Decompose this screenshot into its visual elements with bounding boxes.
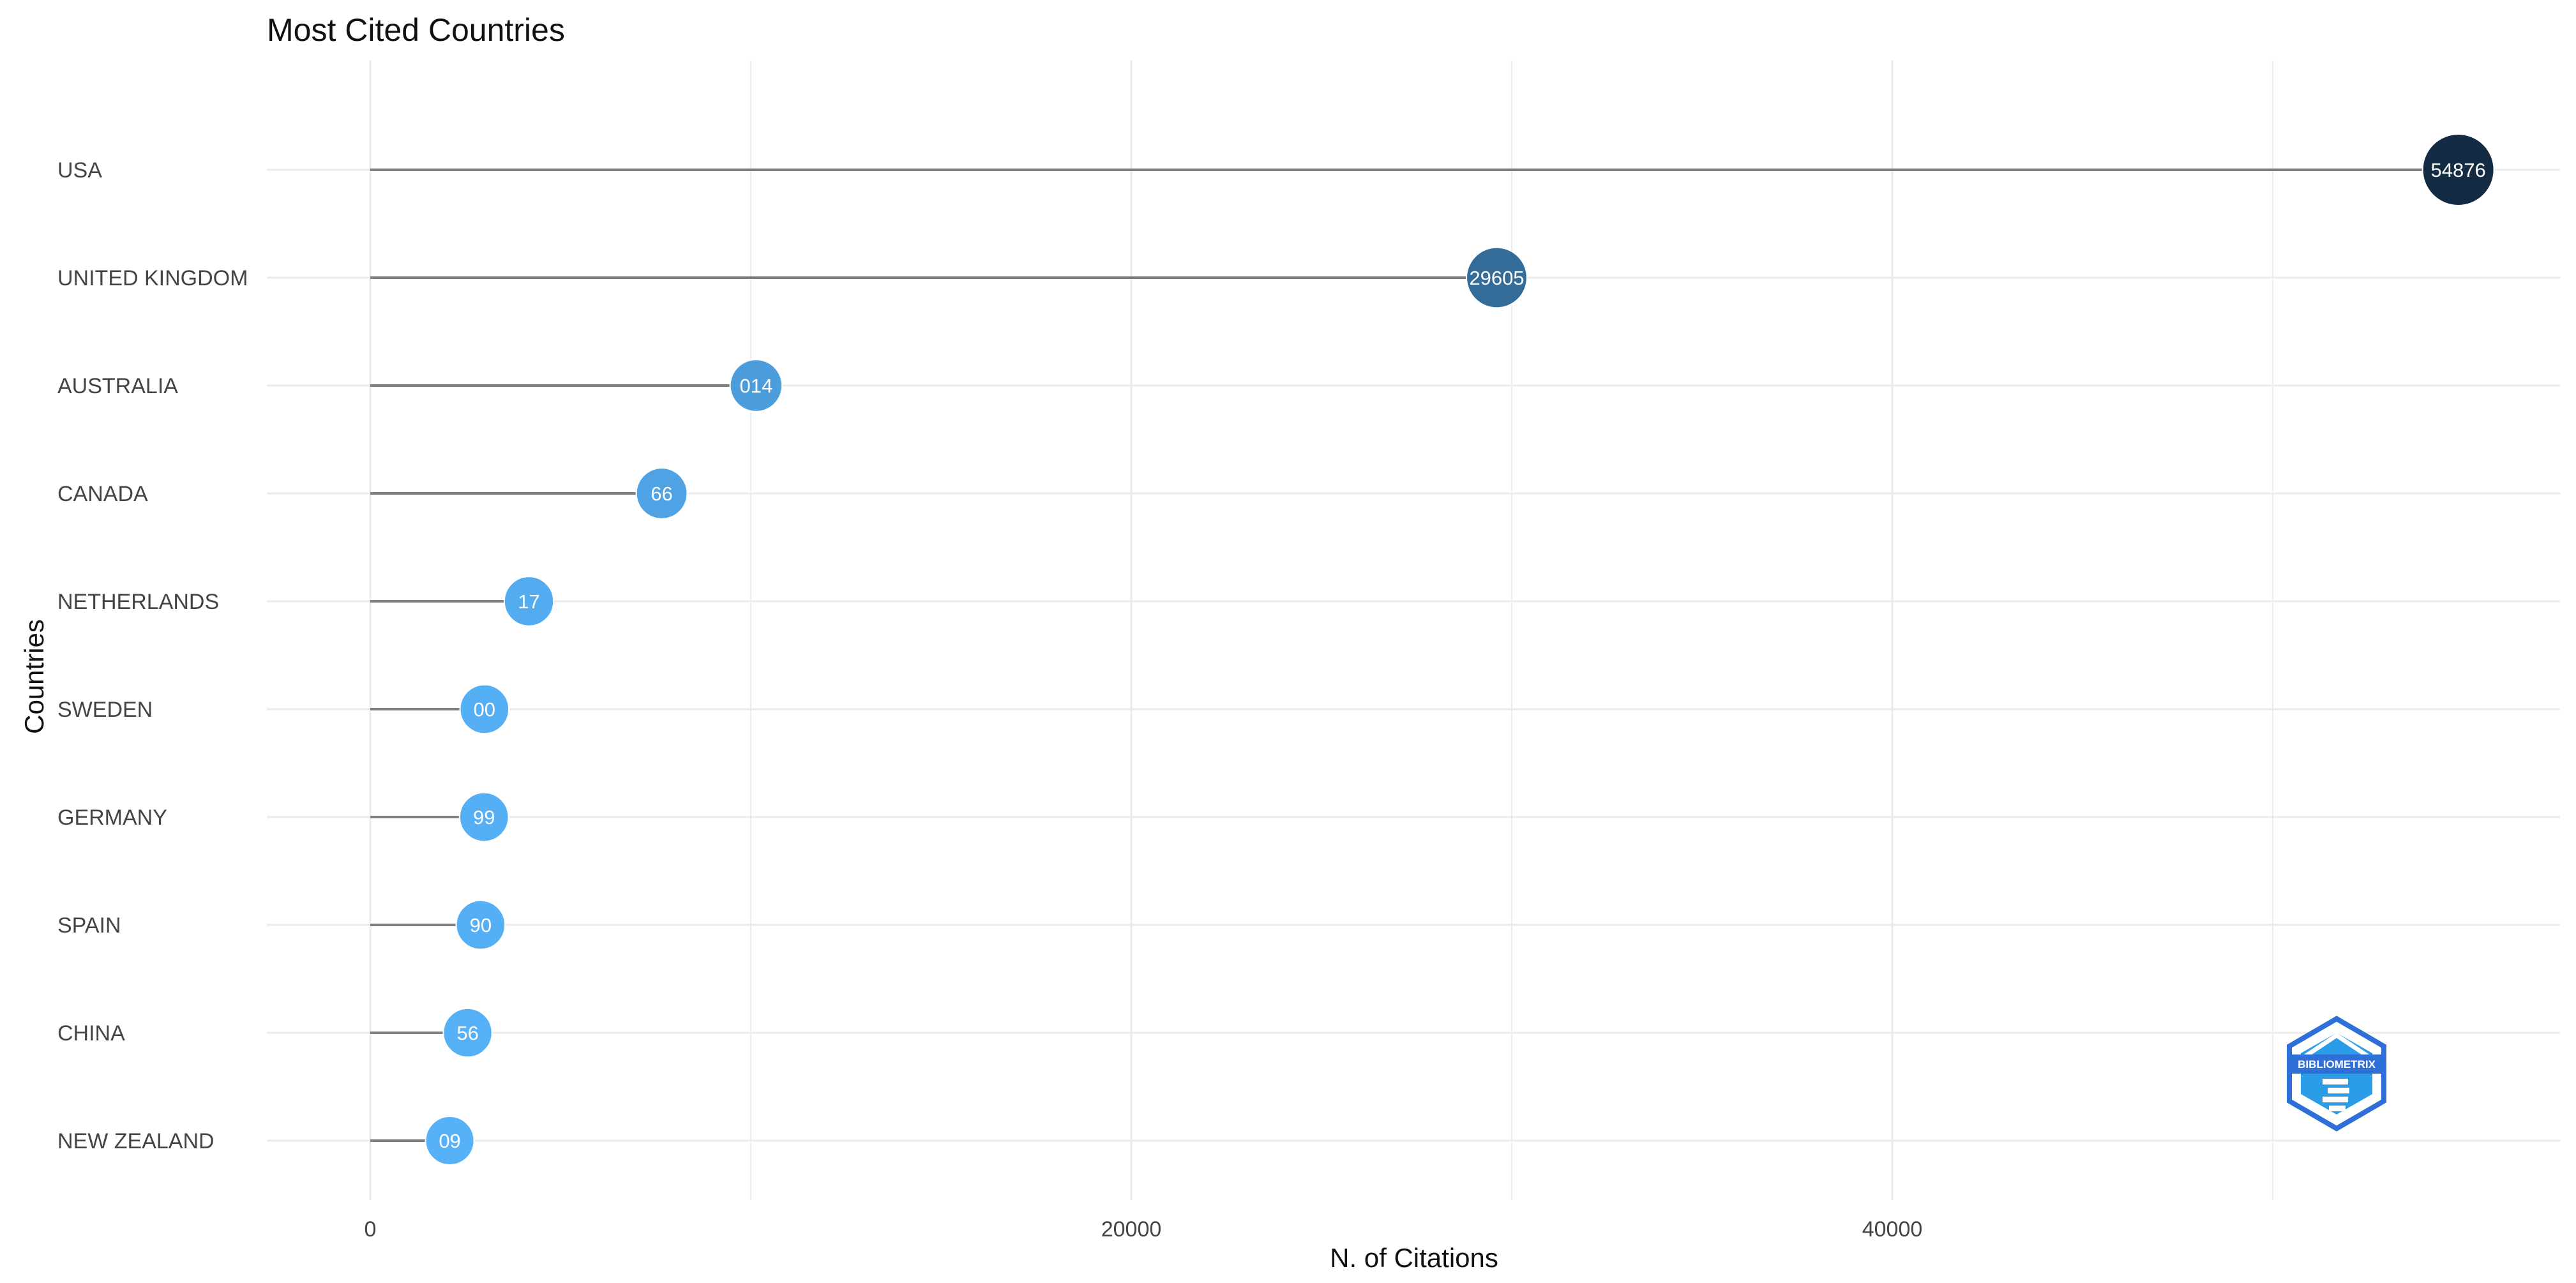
x-tick-label-20000: 20000 [1101, 1217, 1162, 1242]
y-tick-label-9: NEW ZEALAND [57, 1129, 215, 1153]
logo-bar-4 [2329, 1106, 2346, 1111]
point-9 [425, 1116, 475, 1166]
point-label-5: 00 [474, 698, 495, 721]
logo-bar-3 [2323, 1097, 2348, 1102]
point-7 [455, 899, 506, 950]
lollipop-points: 54876 29605 014 66 17 00 99 90 56 09 [425, 133, 2495, 1166]
y-tick-label-5: SWEDEN [57, 698, 153, 722]
y-axis-label: Countries [19, 619, 49, 734]
point-2 [729, 359, 783, 412]
point-8 [442, 1007, 493, 1058]
point-0 [2422, 133, 2495, 206]
point-label-6: 99 [473, 806, 495, 829]
x-axis-label: N. of Citations [1330, 1243, 1498, 1273]
logo-bar-1 [2323, 1079, 2348, 1084]
chart-title: Most Cited Countries [267, 12, 565, 48]
point-3 [635, 467, 688, 520]
y-tick-label-7: SPAIN [57, 913, 121, 938]
y-tick-label-8: CHINA [57, 1021, 125, 1046]
point-6 [458, 792, 509, 843]
y-tick-label-0: USA [57, 158, 102, 183]
point-label-7: 90 [470, 914, 492, 936]
x-tick-labels: 0 20000 40000 [365, 1217, 1923, 1242]
logo-text: BIBLIOMETRIX [2298, 1058, 2376, 1070]
point-5 [459, 684, 510, 735]
y-tick-label-4: NETHERLANDS [57, 590, 219, 614]
y-tick-label-3: CANADA [57, 482, 148, 506]
x-tick-label-40000: 40000 [1862, 1217, 1923, 1242]
y-tick-label-6: GERMANY [57, 806, 167, 830]
point-label-3: 66 [651, 483, 672, 505]
point-label-0: 54876 [2431, 159, 2486, 181]
lollipop-stems [370, 169, 2459, 1142]
point-label-9: 09 [439, 1130, 460, 1152]
point-4 [503, 576, 555, 627]
bibliometrix-logo: BIBLIOMETRIX [2287, 1016, 2386, 1132]
point-label-2: 014 [739, 375, 772, 397]
point-label-4: 17 [518, 590, 539, 613]
y-tick-label-2: AUSTRALIA [57, 374, 178, 398]
point-1 [1466, 246, 1528, 309]
y-tick-label-1: UNITED KINGDOM [57, 266, 248, 290]
y-tick-labels: USA UNITED KINGDOM AUSTRALIA CANADA NETHERLA… [57, 158, 248, 1153]
point-label-1: 29605 [1469, 267, 1524, 289]
logo-bar-2 [2328, 1088, 2349, 1093]
grid-lines [267, 61, 2560, 1200]
logo-roof [2297, 1032, 2376, 1063]
logo-banner [2289, 1054, 2384, 1074]
point-label-8: 56 [456, 1022, 478, 1044]
x-tick-label-0: 0 [365, 1217, 377, 1242]
